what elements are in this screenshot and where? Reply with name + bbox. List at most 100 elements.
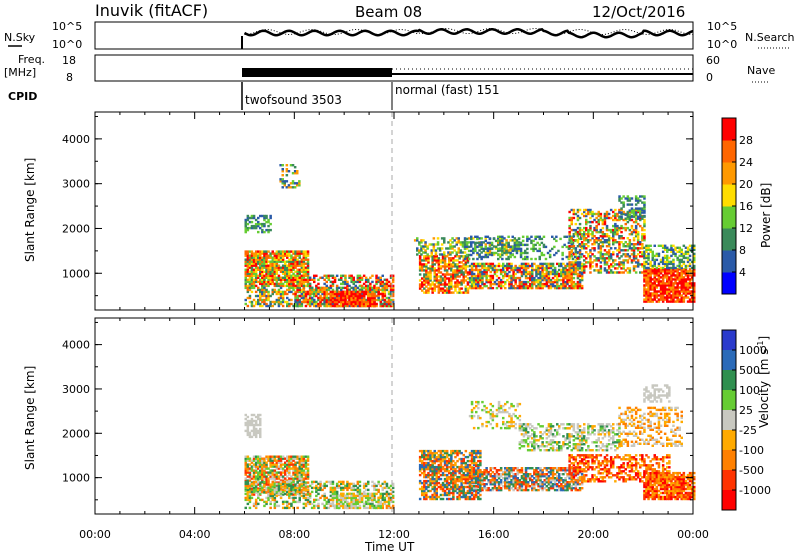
power-cell — [519, 251, 523, 255]
velocity-cell — [342, 488, 345, 492]
power-cell — [530, 247, 533, 251]
power-cell — [676, 268, 679, 271]
power-cell — [331, 282, 335, 286]
velocity-cell — [323, 484, 326, 488]
power-cell — [578, 257, 581, 261]
power-cell — [279, 258, 283, 261]
velocity-cell — [271, 469, 274, 472]
power-cell — [244, 260, 247, 263]
power-cell — [672, 294, 675, 297]
power-cell — [463, 257, 467, 261]
power-cell — [647, 278, 650, 281]
power-cell — [661, 288, 665, 291]
power-cell — [506, 264, 509, 268]
power-cell — [684, 270, 688, 273]
power-cell — [477, 262, 480, 266]
power-cell — [246, 214, 250, 218]
velocity-cell — [244, 429, 247, 433]
velocity-cell — [329, 482, 333, 486]
power-cell — [277, 256, 281, 259]
power-cell — [506, 274, 509, 278]
power-cell — [263, 224, 266, 228]
power-cell — [543, 278, 546, 282]
power-cell — [248, 294, 252, 298]
power-cell — [587, 235, 590, 238]
velocity-cell — [257, 477, 260, 480]
power-cell — [252, 278, 256, 281]
velocity-cell — [292, 483, 295, 486]
velocity-cell — [271, 480, 274, 484]
power-cell — [636, 241, 640, 244]
power-cell — [607, 235, 611, 238]
power-cell — [620, 267, 623, 270]
power-cell — [263, 266, 266, 269]
power-cell — [281, 304, 285, 308]
velocity-cell — [259, 492, 262, 496]
velocity-cell — [267, 492, 270, 496]
power-cell — [562, 286, 565, 290]
power-cell — [690, 250, 694, 253]
power-cell — [513, 245, 517, 249]
power-cell — [655, 254, 659, 258]
velocity-cell — [315, 486, 318, 490]
power-cell — [564, 276, 567, 280]
power-cell — [562, 274, 565, 278]
velocity-cell — [279, 485, 283, 488]
power-cell — [333, 290, 337, 294]
power-cell — [371, 298, 374, 302]
power-cell — [655, 252, 659, 256]
power-cell — [674, 268, 677, 271]
power-cell — [315, 288, 318, 292]
power-cell — [342, 286, 345, 290]
power-cell — [289, 186, 293, 189]
power-cell — [329, 302, 333, 306]
velocity-cell — [275, 459, 279, 462]
power-cell — [474, 247, 477, 251]
velocity-cell — [290, 483, 293, 486]
velocity-cell — [248, 431, 252, 435]
power-cell — [668, 256, 671, 260]
power-cell — [481, 274, 484, 278]
power-cell — [304, 252, 308, 255]
power-cell — [688, 268, 692, 271]
power-cell — [300, 300, 304, 304]
power-cell — [488, 251, 492, 254]
velocity-cell — [277, 455, 281, 458]
power-cell — [645, 292, 648, 295]
power-cell — [572, 253, 576, 256]
power-cell — [317, 302, 320, 306]
power-cell — [503, 249, 506, 252]
power-cell — [632, 220, 636, 224]
velocity-cell — [254, 504, 258, 508]
power-cell — [605, 253, 609, 256]
power-cell — [593, 226, 596, 230]
power-cell — [539, 280, 542, 284]
power-cell — [254, 262, 258, 265]
power-cell — [261, 268, 264, 271]
power-cell — [391, 292, 395, 296]
power-cell — [668, 284, 671, 287]
power-cell — [545, 278, 549, 282]
power-cell — [254, 274, 258, 277]
power-cell — [505, 241, 508, 245]
power-cell — [391, 284, 395, 288]
power-cell — [568, 218, 571, 222]
velocity-cell — [310, 486, 314, 490]
power-cell — [271, 270, 274, 273]
power-cell — [491, 286, 495, 290]
velocity-cell — [259, 488, 262, 492]
power-cell — [693, 298, 696, 301]
power-cell — [607, 251, 611, 254]
power-cell — [304, 258, 308, 261]
velocity-cell — [279, 479, 283, 482]
velocity-cell — [273, 487, 277, 490]
velocity-cell — [250, 467, 254, 470]
power-cell — [261, 222, 264, 226]
power-cell — [541, 278, 544, 282]
power-cell — [497, 235, 500, 238]
velocity-cell — [244, 477, 247, 480]
power-cell — [254, 268, 258, 271]
power-cell — [618, 235, 621, 238]
power-cell — [485, 270, 488, 274]
